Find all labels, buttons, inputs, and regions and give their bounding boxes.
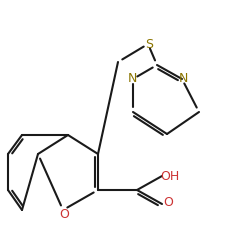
Text: S: S: [145, 38, 153, 51]
Text: O: O: [163, 197, 173, 210]
Text: O: O: [59, 209, 69, 221]
Text: N: N: [127, 73, 137, 85]
Text: OH: OH: [160, 171, 180, 183]
Text: N: N: [178, 73, 188, 85]
